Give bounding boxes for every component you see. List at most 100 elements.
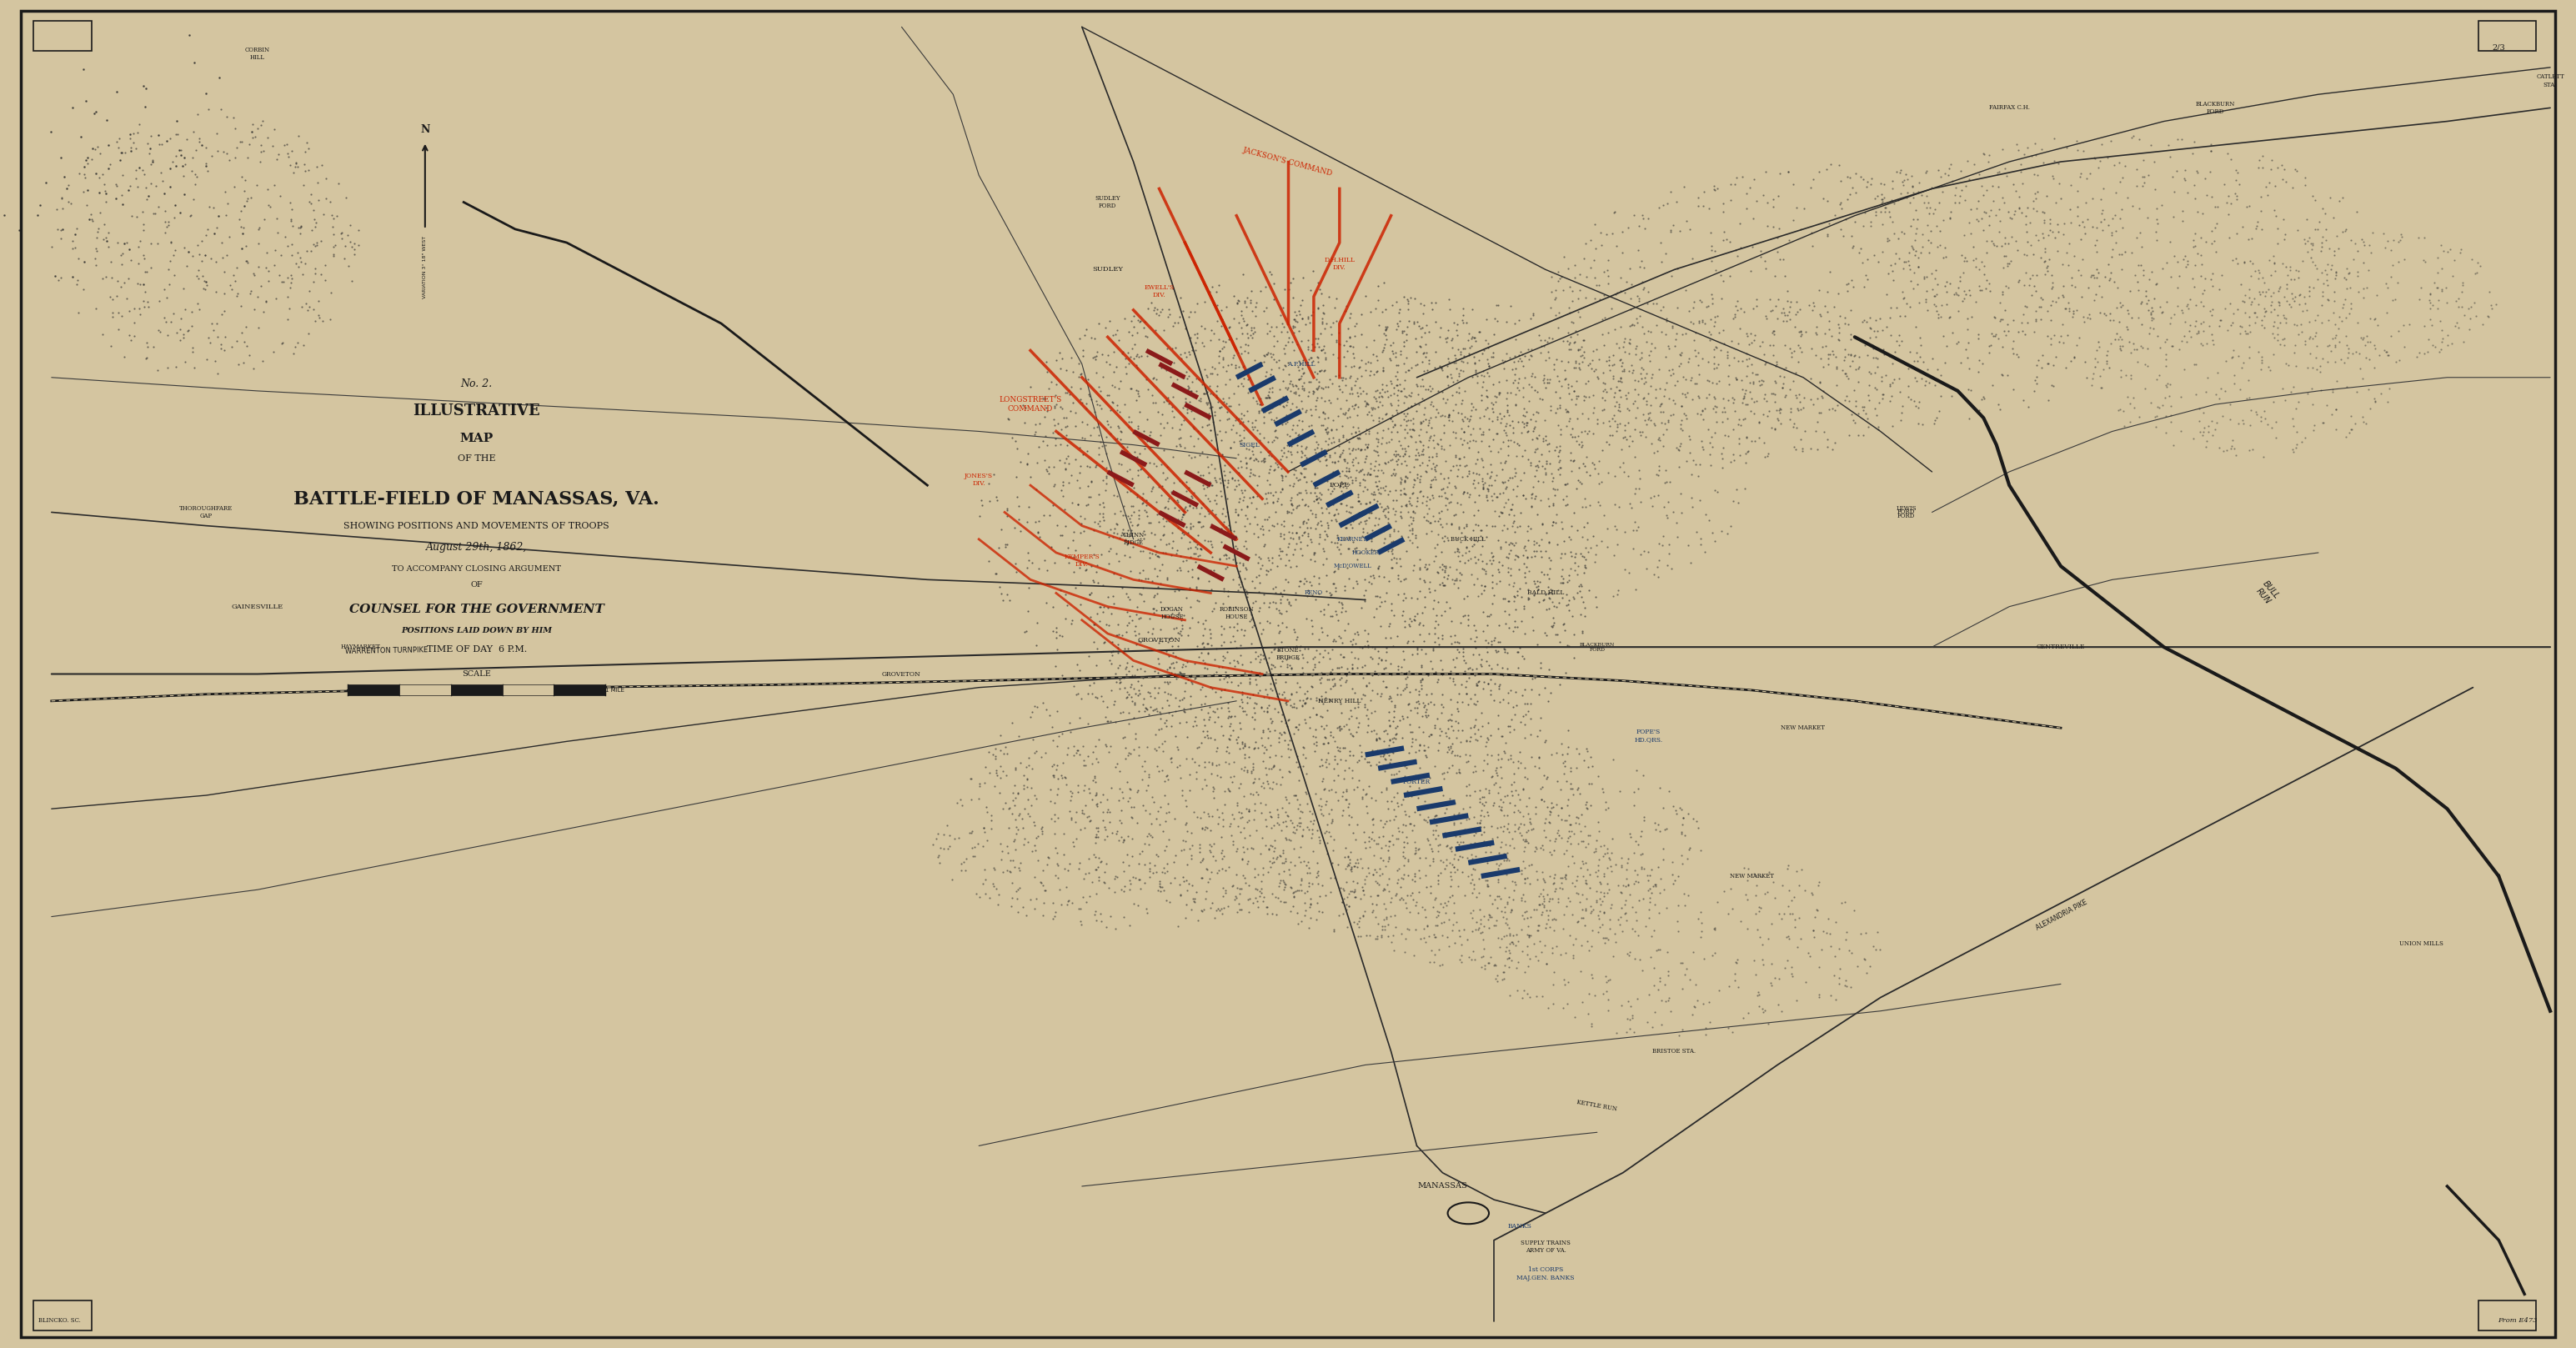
- Point: [1185, 383, 1226, 404]
- Point: [1860, 201, 1901, 222]
- Point: [173, 53, 214, 74]
- Point: [1123, 454, 1164, 476]
- Point: [1136, 303, 1177, 325]
- Point: [1870, 255, 1911, 276]
- Point: [1309, 779, 1350, 801]
- Point: [1682, 195, 1723, 217]
- Point: [1437, 875, 1479, 896]
- Point: [1273, 392, 1314, 414]
- Point: [1525, 871, 1566, 892]
- Point: [1615, 344, 1656, 365]
- Point: [1113, 690, 1154, 712]
- Point: [1520, 914, 1561, 936]
- Point: [1641, 299, 1682, 321]
- Point: [1417, 634, 1458, 655]
- Point: [1244, 816, 1285, 837]
- Point: [1906, 359, 1947, 380]
- Point: [1471, 465, 1512, 487]
- Point: [1283, 511, 1324, 532]
- Point: [1515, 541, 1556, 562]
- Point: [1906, 299, 1947, 321]
- Point: [1623, 421, 1664, 442]
- Point: [1662, 977, 1703, 999]
- Point: [1177, 390, 1218, 411]
- Point: [2257, 317, 2298, 338]
- Point: [1497, 580, 1538, 601]
- Point: [1734, 298, 1775, 319]
- Point: [2269, 259, 2311, 280]
- Point: [1662, 1018, 1703, 1039]
- Point: [1412, 520, 1453, 542]
- Point: [309, 190, 350, 212]
- Point: [1494, 458, 1535, 480]
- Point: [1159, 712, 1200, 733]
- Point: [1121, 607, 1162, 628]
- Point: [1056, 415, 1097, 437]
- Point: [994, 856, 1036, 878]
- Point: [912, 833, 953, 855]
- Point: [196, 282, 237, 303]
- Point: [1015, 888, 1056, 910]
- Point: [1662, 798, 1703, 820]
- Point: [1553, 426, 1595, 448]
- Point: [1435, 542, 1476, 563]
- Point: [2287, 231, 2329, 252]
- Point: [1388, 519, 1430, 541]
- Point: [2164, 256, 2205, 278]
- Point: [1198, 706, 1239, 728]
- Point: [2071, 375, 2112, 396]
- Point: [1674, 322, 1716, 344]
- Point: [1468, 356, 1510, 377]
- Point: [1203, 780, 1244, 802]
- Point: [1499, 348, 1540, 369]
- Point: [1123, 661, 1164, 682]
- Point: [1564, 453, 1605, 474]
- Point: [1321, 785, 1363, 806]
- Point: [1638, 938, 1680, 960]
- Point: [1358, 874, 1399, 895]
- Point: [1414, 888, 1455, 910]
- Point: [1025, 400, 1066, 422]
- Point: [2318, 330, 2360, 352]
- Point: [1291, 481, 1332, 503]
- Point: [1383, 369, 1425, 391]
- Point: [1363, 748, 1404, 770]
- Point: [1417, 669, 1458, 690]
- Point: [1095, 624, 1136, 646]
- Point: [1108, 787, 1149, 809]
- Point: [1370, 891, 1412, 913]
- Point: [1229, 448, 1270, 469]
- Point: [1350, 828, 1391, 849]
- Point: [1319, 748, 1360, 770]
- Point: [1368, 716, 1409, 737]
- Point: [1345, 336, 1386, 357]
- Point: [1260, 439, 1301, 461]
- Point: [1172, 558, 1213, 580]
- Point: [2177, 162, 2218, 183]
- Point: [2117, 198, 2159, 220]
- Point: [1432, 914, 1473, 936]
- Point: [289, 191, 330, 213]
- Point: [1365, 658, 1406, 679]
- Point: [1757, 350, 1798, 372]
- Point: [1378, 755, 1419, 776]
- Point: [1595, 391, 1636, 412]
- Point: [1512, 365, 1553, 387]
- Point: [1507, 821, 1548, 842]
- Point: [1363, 373, 1404, 395]
- Point: [1190, 474, 1231, 496]
- Point: [1826, 189, 1868, 210]
- Point: [1453, 473, 1494, 495]
- Point: [1074, 456, 1115, 477]
- Point: [2182, 310, 2223, 332]
- Point: [1321, 903, 1363, 925]
- Point: [1218, 883, 1260, 905]
- Point: [1770, 398, 1811, 419]
- Point: [1267, 592, 1309, 613]
- Point: [1494, 879, 1535, 900]
- Point: [144, 200, 185, 221]
- Point: [1880, 395, 1922, 417]
- Point: [1628, 208, 1669, 229]
- Point: [1213, 414, 1255, 435]
- Point: [1162, 785, 1203, 806]
